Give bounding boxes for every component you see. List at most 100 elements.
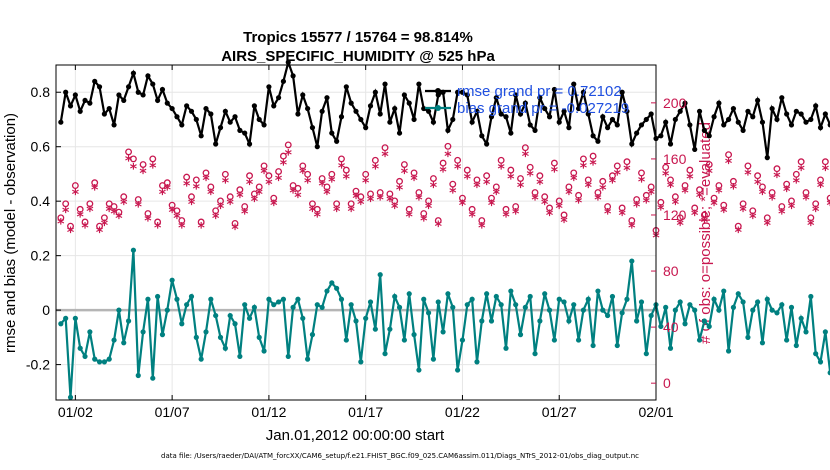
rmse-point xyxy=(358,116,364,123)
rmse-point xyxy=(425,108,432,114)
rmse-point xyxy=(725,116,732,123)
possible-obs-marker xyxy=(613,162,621,170)
possible-obs-marker xyxy=(778,203,786,211)
bias-point xyxy=(788,304,795,310)
evaluated-obs-marker: * xyxy=(527,169,535,185)
rmse-point xyxy=(96,84,103,90)
possible-obs-marker xyxy=(318,175,326,182)
evaluated-obs-marker: * xyxy=(377,193,385,209)
y-right-tick-label: 80 xyxy=(663,263,679,279)
rmse-point xyxy=(537,95,543,101)
possible-obs-marker xyxy=(400,161,408,168)
possible-obs-marker xyxy=(333,200,341,208)
evaluated-obs-marker: * xyxy=(468,209,476,225)
bias-point xyxy=(827,370,830,376)
rmse-point xyxy=(759,119,766,125)
evaluated-obs-marker: * xyxy=(352,191,360,207)
rmse-point xyxy=(387,119,393,125)
bias-point xyxy=(822,329,828,335)
possible-obs-marker xyxy=(265,172,273,180)
bias-point xyxy=(764,296,770,302)
possible-obs-marker xyxy=(797,158,805,166)
bias-point xyxy=(551,337,557,343)
rmse-point xyxy=(798,111,804,117)
rmse-point xyxy=(188,108,195,114)
rmse-point xyxy=(556,119,562,125)
bias-point xyxy=(813,351,819,357)
rmse-point xyxy=(701,127,707,133)
bias-point xyxy=(401,337,407,343)
evaluated-obs-marker: * xyxy=(381,149,389,165)
evaluated-obs-marker: * xyxy=(594,193,602,209)
possible-obs-marker xyxy=(594,189,602,197)
evaluated-obs-marker: * xyxy=(817,180,825,196)
bias-point xyxy=(121,340,127,346)
evaluated-obs-marker: * xyxy=(536,177,544,193)
rmse-point xyxy=(716,100,722,106)
possible-obs-marker xyxy=(396,177,403,185)
evaluated-obs-marker: * xyxy=(217,201,225,217)
bias-point xyxy=(546,307,553,313)
evaluated-obs-marker: * xyxy=(531,193,539,209)
bias-point xyxy=(411,332,417,338)
rmse-point xyxy=(106,105,112,112)
rmse-point xyxy=(101,111,107,117)
evaluated-obs-marker: * xyxy=(227,197,235,213)
bias-point xyxy=(96,359,103,365)
evaluated-obs-marker: * xyxy=(449,186,457,202)
bias-point xyxy=(793,342,799,349)
y-tick-label: 0.6 xyxy=(31,139,51,155)
evaluated-obs-marker: * xyxy=(739,204,747,220)
bias-point xyxy=(198,356,204,362)
evaluated-obs-marker: * xyxy=(333,204,341,220)
bias-point xyxy=(280,296,287,302)
bias-point xyxy=(614,342,620,349)
evaluated-obs-marker: * xyxy=(62,205,70,221)
rmse-point xyxy=(392,105,398,112)
bias-point xyxy=(222,345,228,351)
bias-point xyxy=(430,356,437,362)
possible-obs-marker xyxy=(720,201,728,209)
evaluated-obs-marker: * xyxy=(275,173,283,189)
evaluated-obs-marker: * xyxy=(347,204,355,220)
possible-obs-marker xyxy=(555,197,563,205)
rmse-point xyxy=(213,141,219,147)
evaluated-obs-marker: * xyxy=(207,187,215,203)
evaluated-obs-marker: * xyxy=(556,201,564,217)
evaluated-obs-marker: * xyxy=(783,184,791,200)
rmse-point xyxy=(280,78,287,84)
bias-point xyxy=(634,318,640,324)
rmse-point xyxy=(237,127,243,133)
possible-obs-marker xyxy=(279,152,287,160)
possible-obs-marker xyxy=(197,218,205,226)
rmse-point xyxy=(367,103,374,109)
possible-obs-marker xyxy=(468,205,476,213)
rmse-point xyxy=(682,100,688,106)
possible-obs-marker xyxy=(168,201,176,209)
bias-point xyxy=(213,312,219,319)
rmse-point xyxy=(324,95,330,101)
rmse-point xyxy=(817,125,824,131)
evaluated-obs-marker: * xyxy=(807,218,815,234)
bias-point xyxy=(271,302,277,308)
rmse-point xyxy=(203,105,209,112)
evaluated-obs-marker: * xyxy=(168,205,176,221)
rmse-point xyxy=(503,114,509,120)
evaluated-obs-marker: * xyxy=(454,162,462,178)
rmse-point xyxy=(140,92,146,98)
rmse-point xyxy=(275,95,282,101)
legend-label: bias grand pr = -0.027219 xyxy=(457,100,629,117)
rmse-point xyxy=(464,92,470,98)
evaluated-obs-marker: * xyxy=(749,211,757,227)
evaluated-obs-marker: * xyxy=(502,209,510,225)
bias-point xyxy=(348,302,354,308)
bias-point xyxy=(111,337,117,343)
bias-point xyxy=(532,351,538,357)
rmse-point xyxy=(459,89,466,95)
rmse-point xyxy=(169,105,175,112)
rmse-point xyxy=(125,84,132,90)
rmse-point xyxy=(343,84,349,90)
bias-point xyxy=(106,356,112,362)
bias-point xyxy=(667,345,674,351)
evaluated-obs-marker: * xyxy=(464,172,472,188)
